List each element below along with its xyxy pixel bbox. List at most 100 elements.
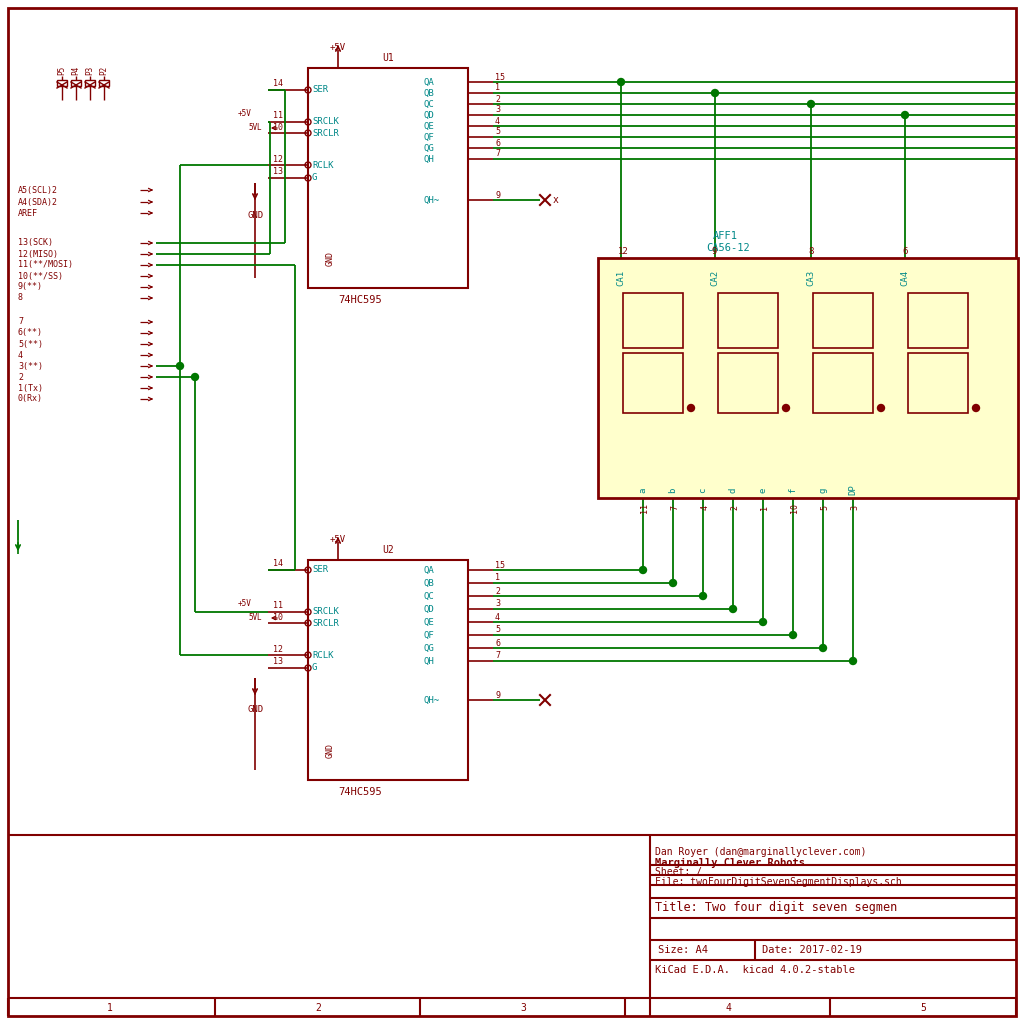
- Text: 4: 4: [495, 612, 500, 622]
- Text: File: twoFourDigitSevenSegmentDisplays.sch: File: twoFourDigitSevenSegmentDisplays.s…: [655, 877, 902, 887]
- Circle shape: [617, 79, 625, 85]
- Text: 5: 5: [920, 1002, 926, 1013]
- Text: 13: 13: [273, 168, 283, 176]
- Polygon shape: [623, 353, 683, 413]
- Text: QH: QH: [423, 656, 434, 666]
- Polygon shape: [718, 353, 778, 413]
- Text: 12: 12: [618, 248, 629, 256]
- Circle shape: [687, 404, 694, 412]
- Circle shape: [670, 580, 677, 587]
- Text: CA1: CA1: [616, 270, 626, 286]
- Circle shape: [819, 644, 826, 651]
- Text: QH~: QH~: [423, 695, 439, 705]
- Text: 7: 7: [495, 150, 500, 159]
- Text: AFF1: AFF1: [713, 231, 738, 241]
- Text: L: L: [256, 612, 261, 622]
- Text: f: f: [788, 487, 798, 493]
- Polygon shape: [908, 293, 968, 348]
- Text: KiCad E.D.A.  kicad 4.0.2-stable: KiCad E.D.A. kicad 4.0.2-stable: [655, 965, 855, 975]
- Bar: [308, 68, 468, 288]
- Text: d: d: [728, 487, 737, 493]
- Bar: [308, 560, 468, 780]
- Polygon shape: [813, 293, 873, 348]
- Text: 11: 11: [640, 503, 649, 513]
- Text: 6: 6: [495, 639, 500, 647]
- Text: 1: 1: [495, 573, 500, 583]
- Text: 7: 7: [671, 506, 680, 511]
- Text: 1(Tx): 1(Tx): [18, 384, 43, 392]
- Text: Sheet: /: Sheet: /: [655, 867, 702, 877]
- Text: SRCLK: SRCLK: [312, 118, 339, 127]
- Text: 15: 15: [495, 73, 505, 82]
- Text: QC: QC: [423, 99, 434, 109]
- Text: 6: 6: [902, 248, 907, 256]
- Text: CA3: CA3: [807, 270, 815, 286]
- Text: 5: 5: [495, 626, 500, 635]
- Text: 1: 1: [495, 84, 500, 92]
- Text: 5: 5: [495, 128, 500, 136]
- Text: Dan Royer (dan@marginallyclever.com): Dan Royer (dan@marginallyclever.com): [655, 847, 866, 857]
- Text: 9: 9: [495, 190, 500, 200]
- Polygon shape: [908, 353, 968, 413]
- Text: QG: QG: [423, 643, 434, 652]
- Circle shape: [973, 404, 980, 412]
- Polygon shape: [813, 353, 873, 413]
- Circle shape: [699, 593, 707, 599]
- Circle shape: [712, 89, 719, 96]
- Bar: [99, 80, 109, 86]
- Circle shape: [176, 362, 183, 370]
- Text: 11: 11: [273, 112, 283, 121]
- Text: L: L: [256, 123, 261, 131]
- Text: g: g: [818, 487, 827, 493]
- Text: QE: QE: [423, 617, 434, 627]
- Text: 10: 10: [273, 123, 283, 131]
- Circle shape: [760, 618, 767, 626]
- Text: 0(Rx): 0(Rx): [18, 394, 43, 403]
- Text: 1: 1: [108, 1002, 113, 1013]
- Text: CA56-12: CA56-12: [706, 243, 750, 253]
- Text: 13: 13: [273, 657, 283, 667]
- Text: QD: QD: [423, 111, 434, 120]
- Text: GND: GND: [247, 706, 263, 715]
- Text: 9: 9: [495, 690, 500, 699]
- Text: A5(SCL)2: A5(SCL)2: [18, 185, 58, 195]
- Text: 5: 5: [820, 506, 829, 511]
- Text: QE: QE: [423, 122, 434, 130]
- Text: 14: 14: [273, 559, 283, 568]
- Text: G: G: [312, 173, 317, 182]
- Circle shape: [901, 112, 908, 119]
- Text: b: b: [669, 487, 678, 493]
- Text: RCLK: RCLK: [312, 161, 334, 170]
- Text: 74HC595: 74HC595: [338, 787, 382, 797]
- Text: SER: SER: [312, 85, 328, 94]
- Text: P2: P2: [99, 66, 109, 75]
- Text: QH: QH: [423, 155, 434, 164]
- Bar: [71, 80, 81, 86]
- Text: 5(**): 5(**): [18, 340, 43, 348]
- Text: U1: U1: [382, 53, 394, 63]
- Circle shape: [850, 657, 856, 665]
- Text: 5V: 5V: [248, 123, 257, 131]
- Text: U2: U2: [382, 545, 394, 555]
- Text: 12(MISO): 12(MISO): [18, 250, 58, 258]
- Text: 10: 10: [273, 612, 283, 622]
- Text: QA: QA: [423, 78, 434, 86]
- Text: 12: 12: [273, 155, 283, 164]
- Text: +5V: +5V: [238, 599, 252, 608]
- Circle shape: [782, 404, 790, 412]
- Circle shape: [729, 605, 736, 612]
- Text: QD: QD: [423, 604, 434, 613]
- Text: +5V: +5V: [238, 110, 252, 119]
- Text: 9: 9: [712, 248, 718, 256]
- Text: +5V: +5V: [330, 536, 346, 545]
- Text: 3: 3: [520, 1002, 526, 1013]
- Text: G: G: [312, 664, 317, 673]
- Polygon shape: [623, 293, 683, 348]
- Text: 6(**): 6(**): [18, 329, 43, 338]
- Text: Marginally Clever Robots: Marginally Clever Robots: [655, 858, 805, 868]
- Text: RCLK: RCLK: [312, 650, 334, 659]
- Text: 8: 8: [808, 248, 813, 256]
- Text: SRCLR: SRCLR: [312, 128, 339, 137]
- Text: GND: GND: [326, 742, 335, 758]
- Text: 12: 12: [273, 644, 283, 653]
